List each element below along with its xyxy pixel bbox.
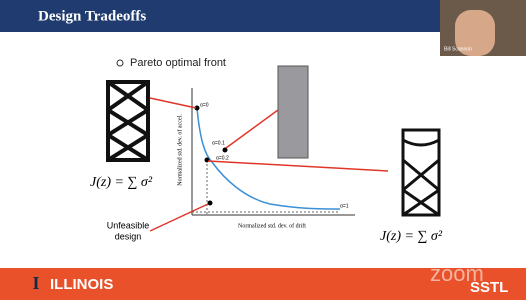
slide-canvas: Design Tradeoffs Bill Scannon Pareto opt…	[0, 0, 526, 300]
equation: J(z) = ∑ σ²	[90, 175, 153, 190]
connectors	[150, 98, 388, 231]
annotation: α=1	[340, 203, 349, 209]
slide: Design Tradeoffs Bill Scannon Pareto opt…	[0, 0, 526, 300]
column-image	[278, 66, 308, 158]
plot: α=0 α=0.1 α=0.2 α=1 Normalized std. dev.…	[176, 88, 355, 229]
annotation: α=0	[200, 102, 209, 108]
unfeasible-label: design	[115, 231, 142, 241]
bullet-icon	[117, 60, 123, 66]
annotation: α=0.2	[216, 155, 229, 161]
truss-right	[403, 130, 439, 215]
footer-name: ILLINOIS	[50, 276, 113, 293]
unfeasible-label: Unfeasible	[107, 220, 150, 230]
footer-logo: I	[32, 273, 39, 293]
bullet-text: Pareto optimal front	[130, 57, 226, 69]
slide-title: Design Tradeoffs	[38, 8, 146, 24]
x-axis-label: Normalized std. dev. of drift	[238, 222, 306, 229]
annotation: α=0.1	[212, 140, 225, 146]
webcam-name: Bill Scannon	[444, 46, 472, 52]
y-axis-label: Normalized std. dev. of accel.	[176, 114, 183, 186]
lab-logo: SSTL	[470, 279, 508, 296]
equation: J(z) = ∑ σ²	[380, 229, 443, 244]
truss-left	[108, 82, 148, 160]
unfeasible-point	[208, 201, 213, 206]
